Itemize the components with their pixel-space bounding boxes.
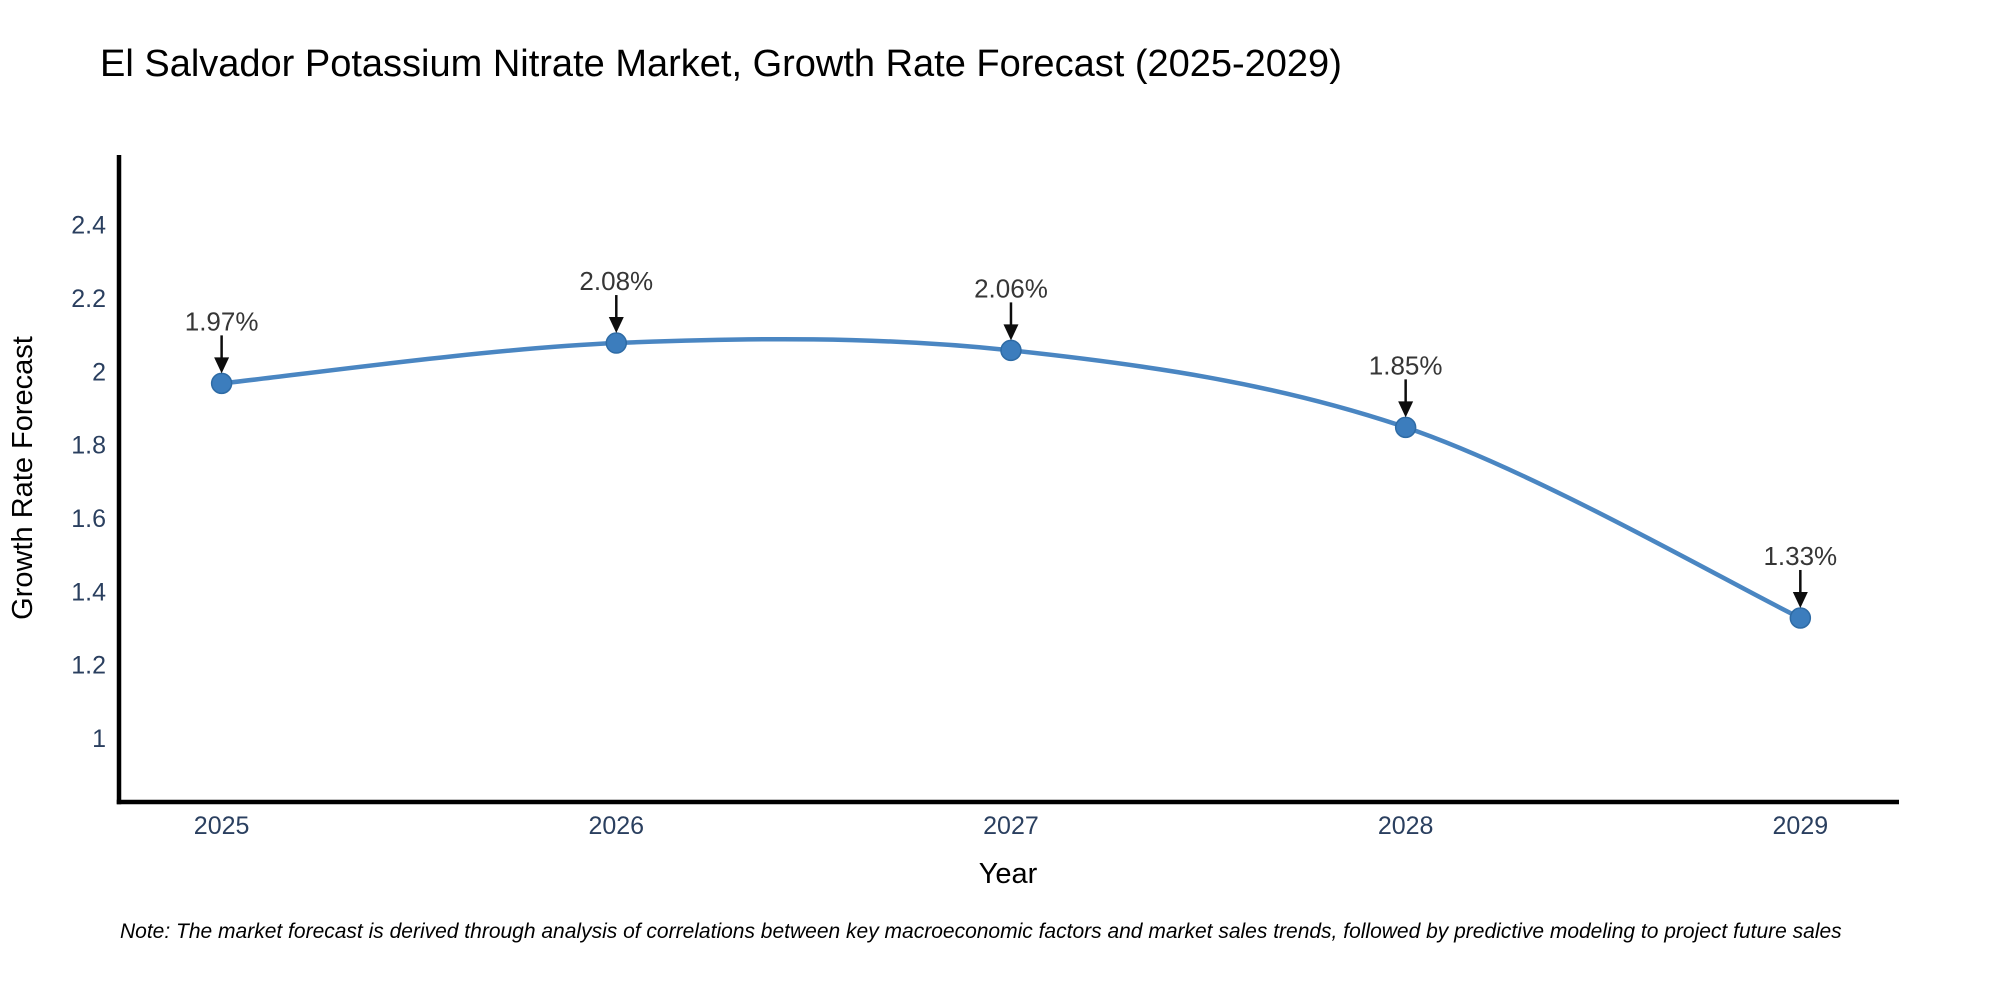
plot-area: 2.4 2.2 2 1.8 1.6 1.4 1.2 1 2025 2026 2027 2028 2029… xyxy=(71,155,1899,840)
y-tick-label: 2 xyxy=(92,358,106,386)
annotation-arrowhead-icon xyxy=(214,357,230,374)
data-point-2026[interactable] xyxy=(605,332,628,354)
x-tick-label: 2028 xyxy=(1378,812,1434,840)
data-point-2027[interactable] xyxy=(1000,339,1022,362)
point-value-label: 2.08% xyxy=(579,266,653,296)
data-point-2025[interactable] xyxy=(210,372,233,395)
y-tick-label: 1.2 xyxy=(71,652,106,680)
y-tick-label: 2.4 xyxy=(71,212,106,240)
footnote: Note: The market forecast is derived thr… xyxy=(120,920,1842,943)
y-axis-title: Growth Rate Forecast xyxy=(7,336,39,620)
chart-title: El Salvador Potassium Nitrate Market, Gr… xyxy=(100,43,1342,85)
data-point-2028[interactable] xyxy=(1394,416,1417,439)
annotation-arrowhead-icon xyxy=(1792,591,1808,608)
annotation-arrowhead-icon xyxy=(608,317,624,334)
point-value-label: 2.06% xyxy=(974,273,1048,303)
x-axis-title: Year xyxy=(979,858,1038,890)
y-tick-label: 1.6 xyxy=(71,505,106,533)
y-tick-label: 1.8 xyxy=(71,432,106,460)
y-tick-label: 2.2 xyxy=(71,285,106,313)
x-tick-label: 2025 xyxy=(194,812,250,840)
annotation-arrowhead-icon xyxy=(1398,401,1414,418)
x-tick-label: 2029 xyxy=(1773,812,1829,840)
x-tick-label: 2027 xyxy=(983,812,1039,840)
data-point-2029[interactable] xyxy=(1789,607,1812,629)
y-tick-label: 1 xyxy=(92,725,106,753)
annotation-arrowhead-icon xyxy=(1003,324,1019,341)
point-value-label: 1.85% xyxy=(1369,350,1443,380)
trend-line xyxy=(219,336,1803,621)
x-tick-label: 2026 xyxy=(588,812,644,840)
y-tick-label: 1.4 xyxy=(71,578,106,606)
point-value-label: 1.33% xyxy=(1763,541,1837,571)
point-value-label: 1.97% xyxy=(185,306,259,336)
